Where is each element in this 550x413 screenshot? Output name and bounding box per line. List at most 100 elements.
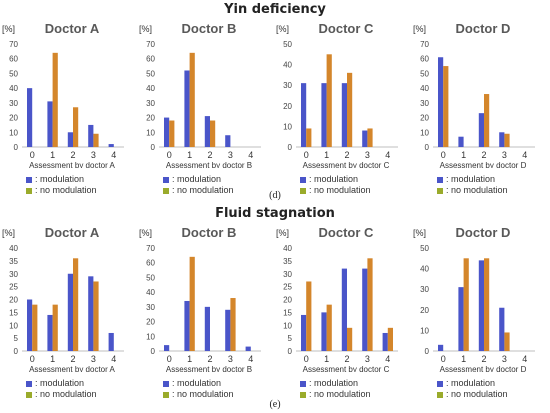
legend-swatch — [163, 391, 169, 398]
legend-label: no modulation — [451, 185, 508, 195]
y-tick-label: 40 — [9, 84, 18, 93]
legend-prefix: : — [309, 389, 315, 399]
legend: : modulation: no modulation — [163, 174, 234, 196]
legend-swatch — [300, 380, 306, 387]
y-tick-label: 30 — [420, 99, 429, 108]
x-tick-label: 0 — [167, 150, 172, 160]
legend-item-no-modulation: : no modulation — [437, 185, 508, 196]
x-tick-label: 4 — [522, 354, 527, 364]
legend: : modulation: no modulation — [26, 378, 97, 400]
bar-modulation — [88, 124, 94, 147]
x-tick-label: 0 — [304, 150, 309, 160]
bar-modulation — [382, 332, 388, 351]
bar-no-modulation — [93, 133, 99, 147]
chart-title: Doctor D — [456, 21, 511, 36]
y-tick-label: 10 — [420, 326, 429, 335]
chart-title: Doctor A — [45, 225, 100, 240]
bar-chart: [%] Doctor C 0 5 10 15 20 25 30 35 40 0 1 2 3 4Assessme… — [276, 225, 398, 372]
x-tick-label: 2 — [481, 150, 486, 160]
chart-panel-doctor-a: [%] Doctor A 0 5 10 15 20 25 30 35 40 0 1 2 3 4 Assessme… — [0, 222, 130, 399]
x-tick-label: 2 — [481, 354, 486, 364]
bar-modulation — [67, 132, 73, 147]
x-tick-label: 0 — [30, 150, 35, 160]
bar-modulation — [184, 300, 190, 351]
y-tick-label: 40 — [146, 84, 155, 93]
y-axis-label: [%] — [276, 228, 289, 238]
chart-panel-doctor-c: [%] Doctor C 0 5 10 15 20 25 30 35 40 0 1 2 3 4 Assessme… — [274, 222, 404, 399]
y-tick-label: 30 — [283, 270, 292, 279]
legend-item-no-modulation: : no modulation — [163, 389, 234, 400]
x-tick-label: 3 — [91, 150, 96, 160]
y-tick-label: 30 — [283, 81, 292, 90]
legend-item-no-modulation: : no modulation — [163, 185, 234, 196]
x-tick-label: 1 — [461, 354, 466, 364]
x-tick-label: 2 — [207, 354, 212, 364]
bar-no-modulation — [387, 327, 393, 351]
legend-item-modulation: : modulation — [437, 378, 508, 389]
y-tick-label: 40 — [283, 244, 292, 253]
bar-modulation — [499, 132, 505, 147]
x-axis-label: Assessment by doctor D — [440, 365, 527, 372]
y-tick-label: 20 — [146, 318, 155, 327]
x-tick-label: 2 — [70, 354, 75, 364]
bar-modulation — [362, 268, 368, 351]
y-tick-label: 50 — [146, 273, 155, 282]
bar-no-modulation — [189, 52, 195, 148]
legend-label: modulation — [314, 174, 359, 184]
y-tick-label: 30 — [146, 303, 155, 312]
legend-label: modulation — [177, 174, 222, 184]
y-axis-label: [%] — [139, 228, 152, 238]
chart-title: Doctor B — [182, 225, 237, 240]
legend-prefix: : — [172, 378, 178, 388]
bar-modulation — [438, 344, 444, 351]
bar-modulation — [458, 287, 464, 351]
y-tick-label: 40 — [420, 84, 429, 93]
bar-modulation — [225, 135, 231, 147]
x-tick-label: 4 — [111, 150, 116, 160]
y-tick-label: 30 — [9, 270, 18, 279]
caption-e: (e) — [269, 399, 281, 410]
y-tick-label: 0 — [288, 347, 293, 356]
y-tick-label: 5 — [14, 334, 19, 343]
x-tick-label: 0 — [441, 150, 446, 160]
chart-title: Doctor D — [456, 225, 511, 240]
y-tick-label: 60 — [146, 259, 155, 268]
legend-swatch — [437, 391, 443, 398]
x-axis-label: Assessment by doctor A — [29, 161, 115, 168]
bar-modulation — [164, 117, 170, 147]
x-tick-label: 3 — [91, 354, 96, 364]
y-tick-label: 20 — [146, 114, 155, 123]
x-tick-label: 4 — [111, 354, 116, 364]
legend-swatch — [437, 380, 443, 387]
y-tick-label: 10 — [283, 321, 292, 330]
y-tick-label: 40 — [9, 244, 18, 253]
legend-swatch — [163, 380, 169, 387]
y-axis-label: [%] — [2, 24, 15, 34]
y-tick-label: 0 — [425, 347, 430, 356]
x-tick-label: 0 — [167, 354, 172, 364]
bar-modulation — [499, 307, 505, 351]
y-tick-label: 0 — [151, 143, 156, 152]
x-tick-label: 0 — [304, 354, 309, 364]
x-tick-label: 1 — [324, 354, 329, 364]
legend-item-modulation: : modulation — [300, 378, 371, 389]
y-tick-label: 30 — [420, 285, 429, 294]
x-tick-label: 4 — [248, 354, 253, 364]
y-tick-label: 5 — [288, 334, 293, 343]
y-tick-label: 60 — [9, 55, 18, 64]
bar-modulation — [341, 83, 347, 147]
y-tick-label: 10 — [146, 128, 155, 137]
legend-swatch — [300, 187, 306, 194]
legend-label: modulation — [451, 174, 496, 184]
legend-label: no modulation — [40, 389, 97, 399]
y-tick-label: 0 — [288, 143, 293, 152]
bar-no-modulation — [326, 304, 332, 351]
y-tick-label: 20 — [283, 102, 292, 111]
x-axis-label: Assessment by doctor C — [303, 365, 390, 372]
legend-prefix: : — [35, 378, 41, 388]
legend: : modulation: no modulation — [300, 378, 371, 400]
y-tick-label: 20 — [283, 296, 292, 305]
legend-label: modulation — [40, 174, 85, 184]
bar-modulation — [438, 57, 444, 147]
